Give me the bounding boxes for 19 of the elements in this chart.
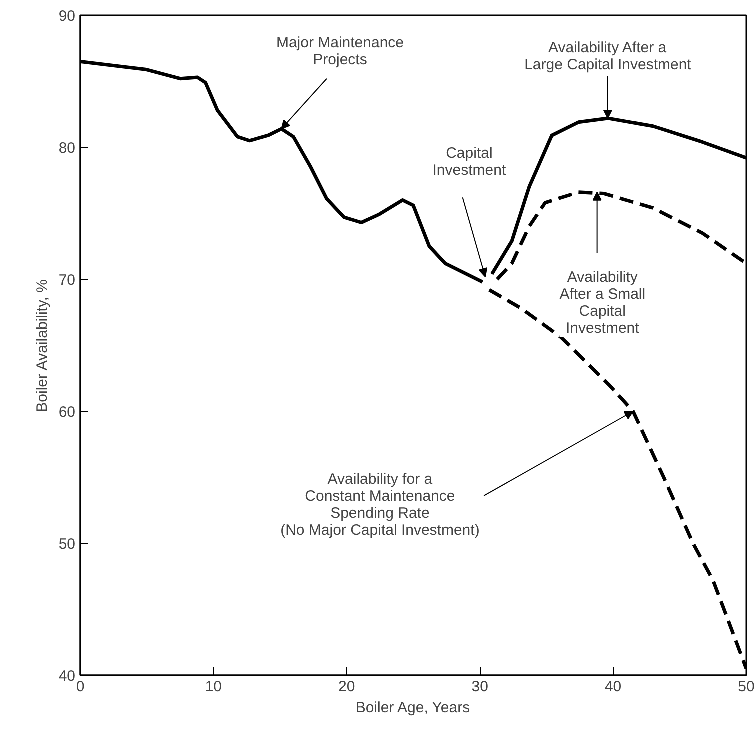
y-tick-label: 40 xyxy=(58,668,76,685)
annotation: Capital Investment xyxy=(432,145,507,180)
y-tick-label: 70 xyxy=(58,272,76,289)
y-tick-label: 80 xyxy=(58,140,76,157)
x-tick-label: 30 xyxy=(472,678,488,696)
y-tick-label: 50 xyxy=(58,536,76,553)
x-tick-label: 10 xyxy=(205,678,222,696)
annotation: Availability for a Constant Maintenance Spending Rate (No Major Capital Investment) xyxy=(280,470,480,539)
x-tick-label: 40 xyxy=(604,678,622,696)
annotation: Availability After a Large Capital Investment xyxy=(524,40,692,74)
y-tick-label: 60 xyxy=(58,404,76,421)
x-axis-title: Boiler Age, Years xyxy=(356,700,470,716)
annotation: Major Maintenance Projects xyxy=(276,34,404,68)
x-tick-label: 0 xyxy=(76,678,85,696)
x-tick-label: 50 xyxy=(738,678,755,696)
annotation: Availability After a Small Capital Investment xyxy=(560,268,646,337)
y-tick-label: 90 xyxy=(58,8,76,25)
x-tick-label: 20 xyxy=(338,678,356,696)
y-axis-title: Boiler Availability, % xyxy=(34,279,51,412)
